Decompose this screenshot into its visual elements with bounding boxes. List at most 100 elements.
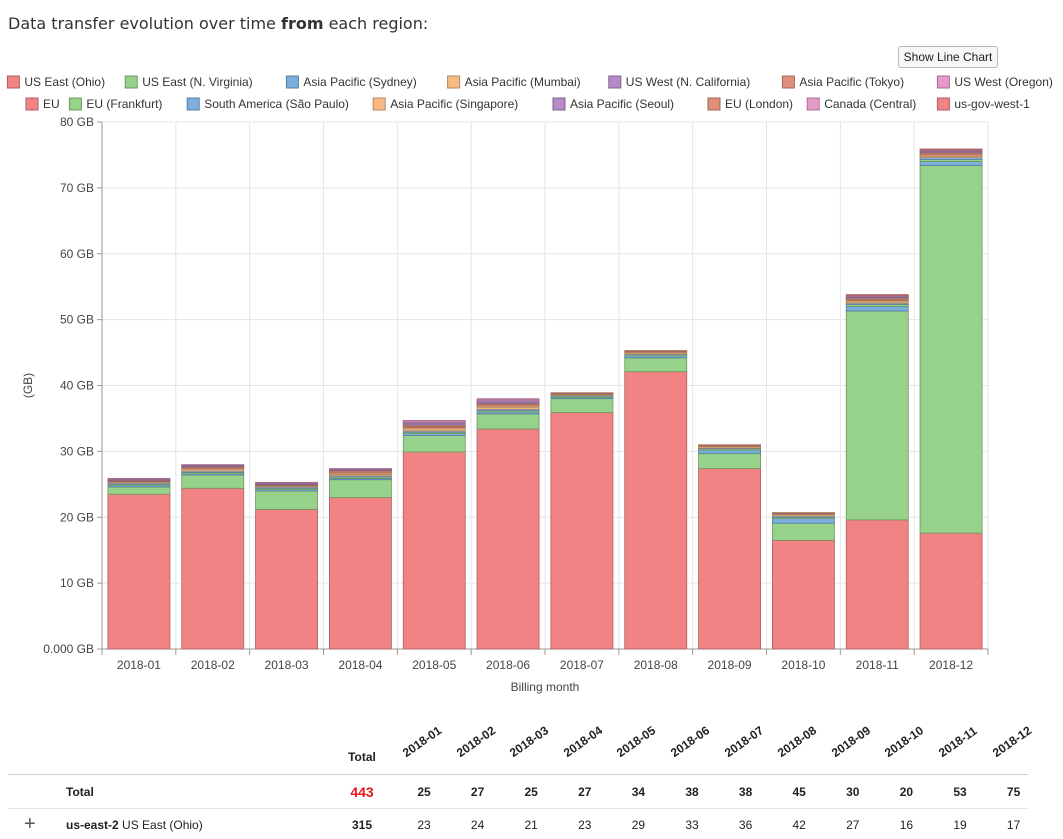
legend-label-0-5: Asia Pacific (Tokyo) [799,75,904,89]
legend-swatch-0-0 [6,75,20,89]
x-tick-label-8: 2018-09 [708,658,752,672]
bar-10-1 [845,310,909,521]
table-region-cell: 36 [738,818,753,832]
table-header-month: 2018-06 [667,723,713,760]
legend-swatch-1-5 [707,97,721,111]
bar-11-0 [919,532,983,650]
bar-9-1 [772,522,835,541]
table-header-month: 2018-12 [989,723,1034,760]
table-header-month: 2018-04 [560,723,605,760]
y-tick-label-7: 70 GB [60,181,94,195]
table-total-cell: 30 [846,785,860,799]
table-header-month: 2018-07 [721,723,766,760]
bar-7-1 [624,357,688,373]
legend-swatch-0-2 [285,75,299,89]
table-region-cell: 42 [792,818,806,832]
x-axis-title: Billing month [511,680,580,694]
bar-7-0 [624,371,688,650]
table-total-cell: 45 [792,785,806,799]
table-total-cell: 75 [1006,785,1021,799]
bar-6-0 [550,412,614,650]
y-tick-label-8: 80 GB [60,115,94,129]
chart-heading: Data transfer evolution over time from e… [8,14,428,33]
legend-label-1-1: EU (Frankfurt) [86,97,162,111]
y-tick-label-2: 20 GB [60,510,94,524]
bar-8-0 [698,468,761,650]
legend-label-0-3: Asia Pacific (Mumbai) [465,75,581,89]
x-tick-label-3: 2018-04 [338,658,382,672]
table-total-cell: 53 [953,785,967,799]
legend-label-1-2: South America (São Paulo) [204,97,349,111]
legend-swatch-1-1 [68,97,82,111]
expand-row-icon[interactable]: + [24,813,36,835]
heading-bold: from [280,14,324,33]
bar-9-8 [772,512,835,514]
x-tick-label-5: 2018-06 [486,658,530,672]
legend-swatch-1-0 [25,97,39,111]
x-tick-label-11: 2018-12 [929,658,973,672]
x-tick-label-7: 2018-08 [634,658,678,672]
legend-swatch-1-2 [186,97,200,111]
table-header-month: 2018-11 [935,723,980,760]
table-header-divider [8,774,1028,775]
bar-1-11 [181,464,245,466]
y-tick-label-0: 0.000 GB [43,642,94,656]
bar-5-1 [476,413,540,430]
bar-0-0 [107,493,171,650]
legend-label-1-3: Asia Pacific (Singapore) [390,97,518,111]
table-header-month: 2018-05 [614,723,659,760]
x-tick-label-0: 2018-01 [117,658,161,672]
y-tick-label-5: 50 GB [60,313,94,327]
heading-suffix: each region: [323,14,429,33]
table-total-cell: 27 [470,785,485,799]
bar-4-12 [402,420,466,422]
y-tick-label-4: 40 GB [60,379,94,393]
legend-label-1-4: Asia Pacific (Seoul) [570,97,674,111]
bar-3-11 [329,468,392,470]
table-total-cell: 38 [685,785,699,799]
legend-label-0-6: US West (Oregon) [954,75,1052,89]
bar-1-0 [181,487,245,650]
bar-11-1 [919,165,983,534]
legend-swatch-0-6 [936,75,950,89]
table-region-cell: 33 [685,818,699,832]
bar-10-13 [845,294,909,296]
bar-0-11 [107,477,171,480]
legend-label-0-2: Asia Pacific (Sydney) [303,75,416,89]
bar-6-1 [550,398,614,413]
table-header-month: 2018-02 [453,723,498,760]
legend-swatch-1-7 [936,97,950,111]
legend-label-1-6: Canada (Central) [824,97,916,111]
bar-10-2 [845,306,909,312]
table-total-cell: 34 [631,785,646,799]
bar-7-8 [624,350,688,352]
y-tick-label-6: 60 GB [60,247,94,261]
bar-11-2 [919,161,983,166]
table-total-label: Total [66,785,94,799]
region-code: us-east-2 [66,818,119,832]
table-total-cell: 20 [899,785,914,799]
heading-prefix: Data transfer evolution over time [8,14,281,33]
legend-label-0-4: US West (N. California) [626,75,750,89]
bar-2-0 [255,508,318,650]
stacked-bar-chart: US East (Ohio) US East (N. Virginia) Asia … [6,75,1053,694]
bar-5-0 [476,428,540,650]
table-header-month: 2018-10 [882,723,927,760]
table-grand-total: 443 [350,784,374,800]
table-region-cell: 23 [417,818,431,832]
x-tick-label-9: 2018-10 [781,658,825,672]
table-region-cell: 17 [1006,818,1021,832]
bar-4-1 [402,435,466,453]
table-region-cell: 19 [953,818,967,832]
legend-swatch-1-4 [552,97,566,111]
region-name: US East (Ohio) [122,818,203,832]
x-tick-label-6: 2018-07 [560,658,604,672]
legend-swatch-1-6 [806,97,820,111]
bar-9-0 [772,539,835,650]
table-total-cell: 27 [578,785,592,799]
y-axis-title: (GB) [21,373,35,398]
legend-label-0-0: US East (Ohio) [24,75,105,89]
bar-4-0 [402,451,466,650]
show-line-chart-button[interactable]: Show Line Chart [898,46,998,68]
table-header-month: 2018-01 [399,723,445,760]
